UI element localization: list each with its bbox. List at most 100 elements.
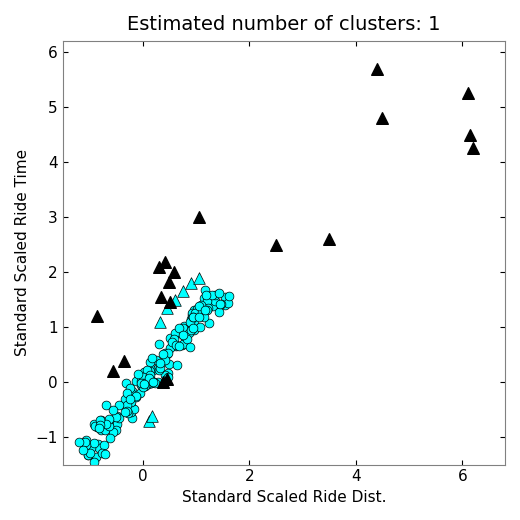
Point <box>109 427 117 436</box>
Point <box>195 313 203 321</box>
Point <box>469 144 477 152</box>
Point <box>190 322 198 331</box>
Point <box>144 380 152 388</box>
Point <box>161 370 169 379</box>
Point <box>126 408 135 416</box>
Point <box>148 354 157 362</box>
Point <box>137 381 145 389</box>
Point <box>159 378 167 386</box>
Point <box>155 340 163 348</box>
Point <box>126 395 135 404</box>
Point <box>174 329 183 337</box>
Point <box>148 378 157 386</box>
Point <box>197 301 205 309</box>
Point <box>82 441 90 450</box>
Point <box>203 297 211 306</box>
Point <box>147 365 155 373</box>
Point <box>167 337 176 346</box>
Point <box>145 417 153 425</box>
Point <box>93 423 101 432</box>
Point <box>170 268 178 276</box>
Point <box>373 64 381 73</box>
Point <box>97 415 105 424</box>
Point <box>196 322 204 331</box>
Point <box>216 300 225 308</box>
Point <box>187 315 195 323</box>
Point <box>172 342 180 350</box>
Point <box>80 439 88 448</box>
Point <box>173 361 181 370</box>
Point <box>113 420 122 428</box>
Point <box>188 308 196 317</box>
Point <box>139 379 147 387</box>
Point <box>221 301 229 309</box>
Point <box>156 359 164 367</box>
Point <box>146 371 154 379</box>
X-axis label: Standard Scaled Ride Dist.: Standard Scaled Ride Dist. <box>181 490 386 505</box>
Point <box>149 366 157 374</box>
Point <box>187 311 196 319</box>
Point <box>216 300 224 308</box>
Point <box>187 326 196 334</box>
Point <box>189 323 197 331</box>
Point <box>164 349 172 357</box>
Point <box>141 382 149 391</box>
Point <box>190 326 199 334</box>
Point <box>148 378 157 386</box>
Point <box>179 324 187 332</box>
Point <box>161 348 170 357</box>
Point <box>163 304 171 312</box>
Point <box>147 379 155 387</box>
Point <box>187 279 195 287</box>
Point <box>155 317 164 326</box>
Point <box>188 316 196 324</box>
Point <box>140 380 149 388</box>
Point <box>79 445 87 453</box>
Point <box>165 360 173 368</box>
Point <box>74 438 83 446</box>
Point <box>183 334 191 343</box>
Point <box>82 436 90 444</box>
Point <box>175 342 183 350</box>
Point <box>127 414 136 423</box>
Point <box>178 340 187 348</box>
Point <box>198 308 206 316</box>
Point <box>161 258 169 266</box>
Point <box>166 298 175 306</box>
Point <box>185 329 193 337</box>
Point <box>191 309 199 318</box>
Point <box>152 356 161 364</box>
Point <box>121 408 129 416</box>
Point <box>128 391 136 399</box>
Point <box>100 440 108 449</box>
Point <box>111 415 119 424</box>
Point <box>109 406 117 414</box>
Point <box>180 322 188 330</box>
Point <box>126 384 135 392</box>
Point <box>96 421 104 429</box>
Point <box>159 350 167 358</box>
Y-axis label: Standard Scaled Ride Time: Standard Scaled Ride Time <box>15 149 30 356</box>
Point <box>272 240 280 249</box>
Point <box>90 458 98 466</box>
Point <box>189 315 197 323</box>
Point <box>204 304 212 313</box>
Point <box>97 425 106 434</box>
Point <box>124 409 132 417</box>
Point <box>175 324 183 332</box>
Point <box>463 89 472 98</box>
Point <box>98 449 106 458</box>
Point <box>92 452 100 461</box>
Point <box>165 278 174 286</box>
Point <box>130 405 138 413</box>
Point <box>163 375 171 383</box>
Point <box>161 356 169 364</box>
Point <box>139 368 148 376</box>
Point <box>86 448 95 457</box>
Point <box>123 406 131 414</box>
Point <box>84 451 93 459</box>
Point <box>137 379 145 387</box>
Point <box>81 438 89 446</box>
Point <box>145 371 153 379</box>
Point <box>179 329 187 337</box>
